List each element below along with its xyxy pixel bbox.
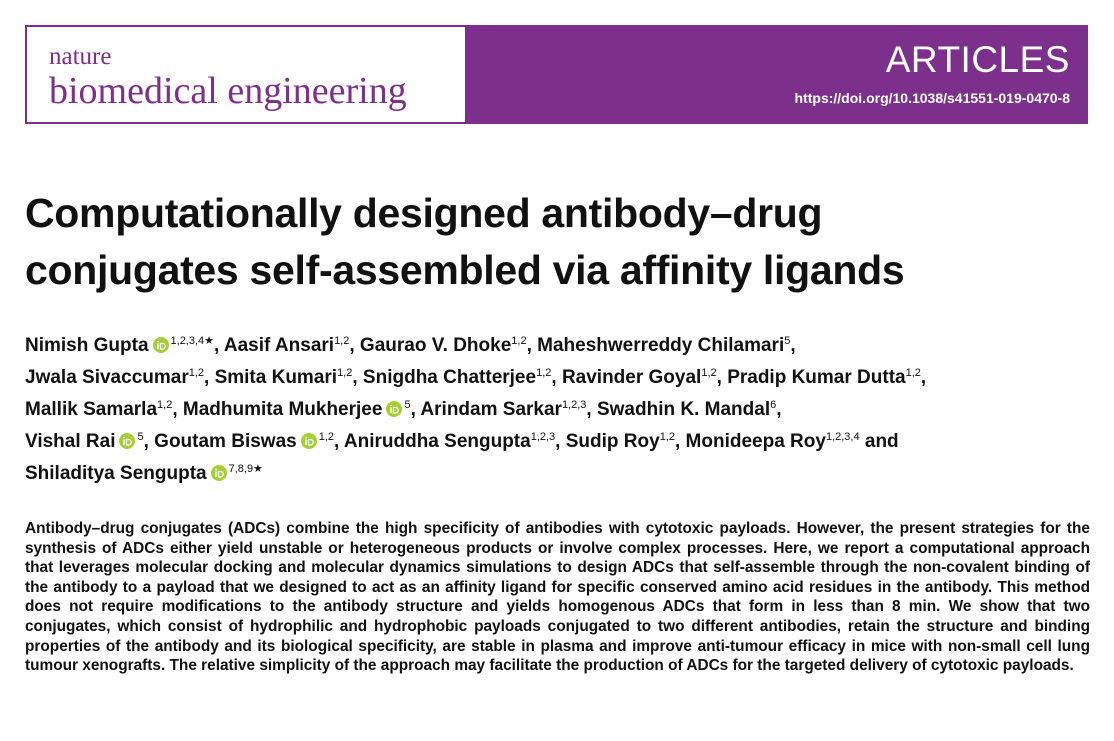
journal-logo: nature biomedical engineering bbox=[25, 25, 467, 124]
author-separator: , bbox=[410, 399, 416, 420]
journal-header: nature biomedical engineering ARTICLES h… bbox=[25, 25, 1088, 124]
author-separator: , bbox=[551, 367, 557, 388]
affiliation-marks: 1,2 bbox=[905, 367, 921, 379]
author-line: Nimish Gupta 1,2,3,4★, Aasif Ansari1,2, G… bbox=[25, 330, 926, 362]
affiliation-marks: 1,2 bbox=[188, 367, 205, 379]
affiliation-marks: 1,2,3 bbox=[561, 399, 587, 411]
article-title: Computationally designed antibody–drug co… bbox=[25, 185, 905, 299]
author-separator: , bbox=[526, 335, 532, 356]
author-name: Maheshwerreddy Chilamari bbox=[537, 335, 785, 356]
orcid-icon[interactable] bbox=[386, 401, 403, 417]
author-name: Mallik Samarla bbox=[25, 399, 158, 420]
author-name: Vishal Rai bbox=[25, 431, 116, 452]
author-name: Snigdha Chatterjee bbox=[362, 367, 537, 388]
author-name: Nimish Gupta bbox=[25, 335, 149, 356]
affiliation-marks: 1,2,3,4★ bbox=[170, 335, 215, 347]
author-name: Arindam Sarkar bbox=[420, 399, 562, 420]
affiliation-marks: 1,2 bbox=[536, 367, 552, 379]
orcid-icon[interactable] bbox=[119, 433, 136, 449]
author-separator: , bbox=[204, 367, 210, 388]
author-separator: , bbox=[349, 335, 355, 356]
author-separator: , bbox=[172, 399, 178, 420]
author-name: Aniruddha Sengupta bbox=[343, 431, 531, 452]
affiliation-marks: 1,2 bbox=[659, 431, 675, 443]
author-name: Pradip Kumar Dutta bbox=[727, 367, 906, 388]
author-name: Jwala Sivaccumar bbox=[25, 367, 189, 388]
orcid-icon[interactable] bbox=[300, 433, 317, 449]
author-separator: , bbox=[214, 335, 220, 356]
title-line: conjugates self-assembled via affinity l… bbox=[25, 247, 905, 293]
section-label: ARTICLES bbox=[885, 39, 1070, 80]
author-separator: and bbox=[864, 431, 899, 452]
author-line: Mallik Samarla1,2, Madhumita Mukherjee 5,… bbox=[25, 394, 926, 426]
affiliation-marks: 1,2 bbox=[157, 399, 173, 411]
author-separator: , bbox=[716, 367, 722, 388]
author-name: Ravinder Goyal bbox=[561, 367, 702, 388]
affiliation-marks: 1,2 bbox=[511, 335, 527, 347]
author-name: Swadhin K. Mandal bbox=[596, 399, 771, 420]
affiliation-marks: 5 bbox=[784, 335, 791, 347]
author-name: Shiladitya Sengupta bbox=[25, 463, 207, 484]
author-name: Goutam Biswas bbox=[154, 431, 297, 452]
author-name: Gaurao V. Dhoke bbox=[359, 335, 512, 356]
author-separator: , bbox=[586, 399, 592, 420]
author-separator: , bbox=[334, 431, 340, 452]
affiliation-marks: 7,8,9★ bbox=[228, 463, 263, 475]
author-name: Sudip Roy bbox=[565, 431, 660, 452]
affiliation-marks: 5 bbox=[404, 399, 411, 411]
affiliation-marks: 1,2 bbox=[701, 367, 717, 379]
affiliation-marks: 1,2,3,4 bbox=[825, 431, 860, 443]
author-name: Aasif Ansari bbox=[223, 335, 335, 356]
author-separator: , bbox=[143, 431, 149, 452]
orcid-icon[interactable] bbox=[210, 465, 227, 481]
author-name: Monideepa Roy bbox=[685, 431, 826, 452]
affiliation-marks: 1,2 bbox=[318, 431, 335, 443]
author-name: Smita Kumari bbox=[214, 367, 338, 388]
journal-name-small: nature bbox=[49, 43, 112, 70]
author-separator: , bbox=[776, 399, 782, 420]
title-line: Computationally designed antibody–drug bbox=[25, 190, 823, 236]
author-line: Vishal Rai 5, Goutam Biswas 1,2, Aniruddha… bbox=[25, 426, 926, 458]
abstract: Antibody–drug conjugates (ADCs) combine … bbox=[25, 520, 1090, 675]
orcid-icon[interactable] bbox=[152, 337, 169, 353]
doi[interactable]: https://doi.org/10.1038/s41551-019-0470-… bbox=[794, 90, 1070, 106]
affiliation-marks: 6 bbox=[770, 399, 777, 411]
author-separator: , bbox=[920, 367, 927, 388]
author-list: Nimish Gupta 1,2,3,4★, Aasif Ansari1,2, G… bbox=[25, 330, 926, 490]
author-line: Jwala Sivaccumar1,2, Smita Kumari1,2, Sn… bbox=[25, 362, 926, 394]
author-separator: , bbox=[555, 431, 561, 452]
journal-name-large: biomedical engineering bbox=[49, 70, 407, 112]
author-separator: , bbox=[674, 431, 681, 452]
affiliation-marks: 5 bbox=[137, 431, 144, 443]
affiliation-marks: 1,2 bbox=[337, 367, 353, 379]
author-line: Shiladitya Sengupta 7,8,9★ bbox=[25, 458, 926, 490]
affiliation-marks: 1,2 bbox=[334, 335, 350, 347]
author-name: Madhumita Mukherjee bbox=[182, 399, 383, 420]
author-separator: , bbox=[352, 367, 358, 388]
affiliation-marks: 1,2,3 bbox=[530, 431, 556, 443]
author-separator: , bbox=[790, 335, 796, 356]
